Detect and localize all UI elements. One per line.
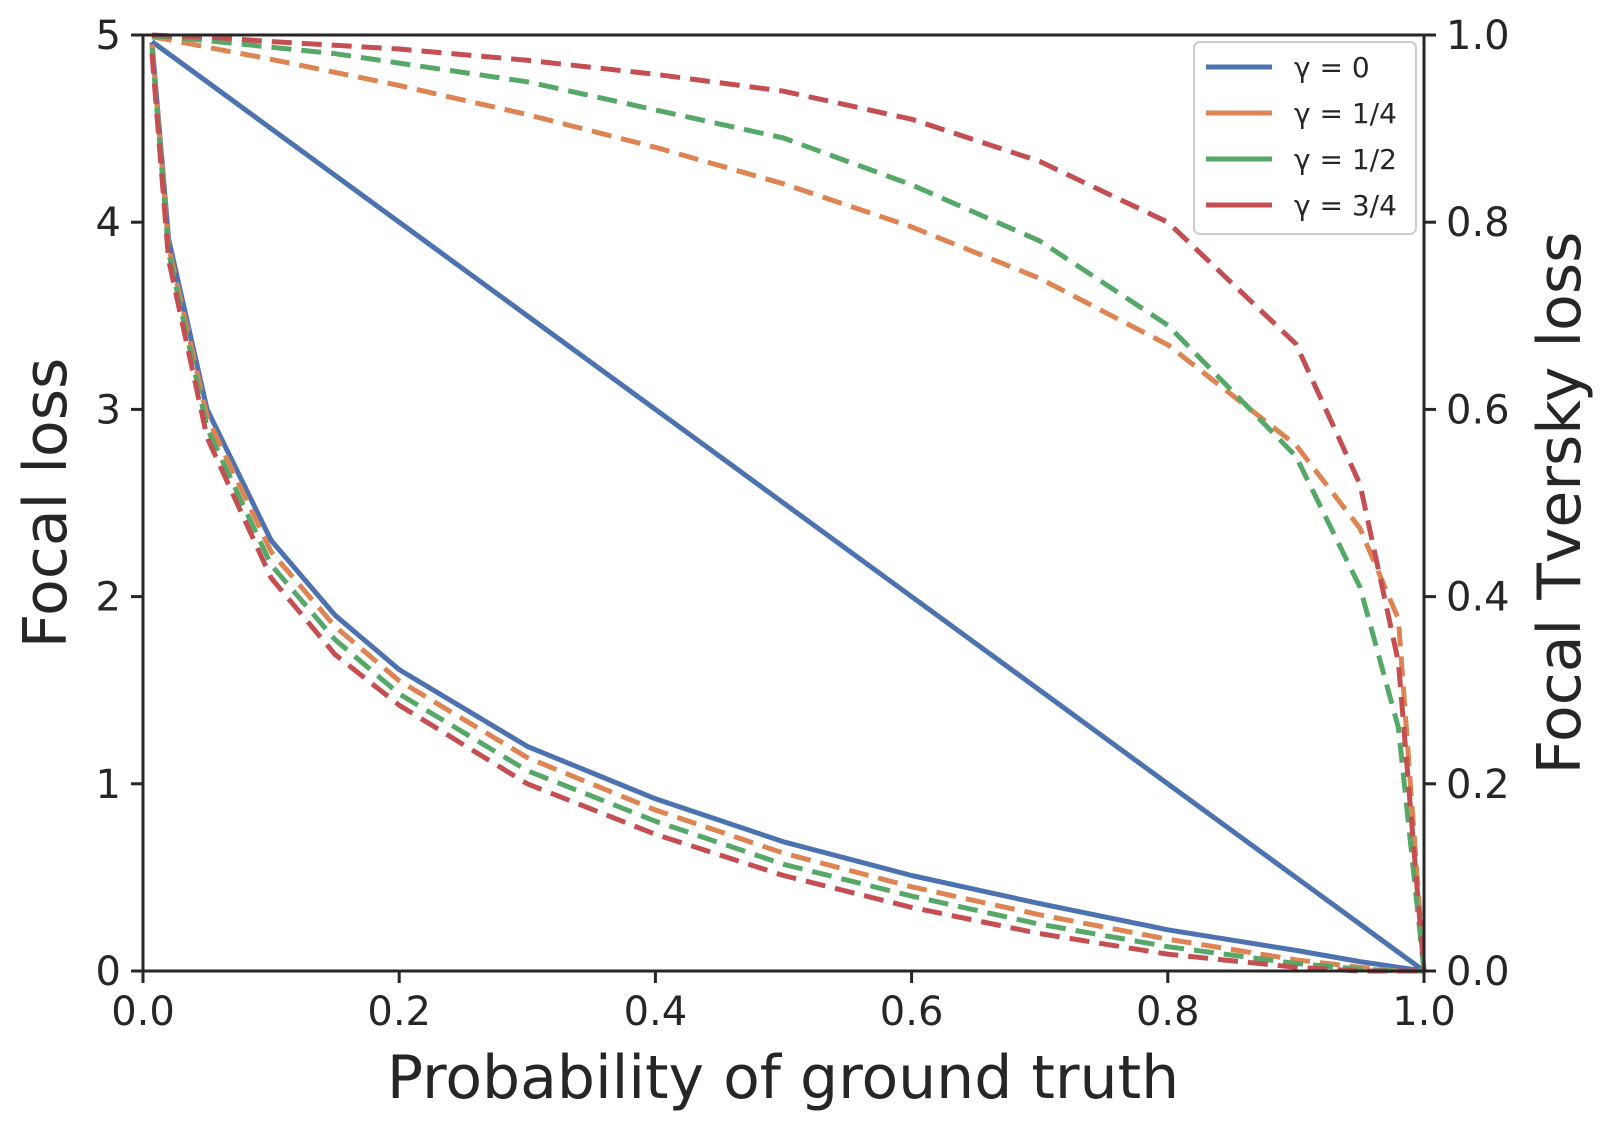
x-tick-label: 0.0 [111,989,175,1035]
legend-label-2: γ = 1/2 [1294,143,1397,176]
focal-tversky-line-3 [151,32,1427,972]
y-left-tick-label: 1 [96,762,121,808]
x-tick-label: 0.8 [1136,989,1200,1035]
x-axis-title: Probability of ground truth [387,1043,1179,1113]
y-left-tick-label: 3 [96,387,121,433]
y-right-tick-label: 0.6 [1446,387,1510,433]
x-tick-label: 1.0 [1392,989,1456,1035]
plot-frame [141,33,1426,973]
y-right-tick-label: 0.2 [1446,762,1510,808]
x-tick-label: 0.6 [880,989,944,1035]
legend-frame [1193,41,1417,235]
focal-tversky-line-2 [151,33,1427,972]
axis-ticks: 0.0 0.2 0.4 0.6 0.8 1.0 0 1 2 3 4 5 0.0 0.2 0.4 0.6 0.8 1… [96,13,1510,1035]
y-left-tick-label: 2 [96,575,121,621]
y-right-tick-label: 0.4 [1446,575,1510,621]
legend-label-3: γ = 3/4 [1294,189,1397,222]
x-tick-label: 0.4 [624,989,688,1035]
x-tick-label: 0.2 [367,989,431,1035]
y-left-tick-label: 5 [96,13,121,59]
focal-tversky-line-1 [151,34,1427,972]
legend-label-1: γ = 1/4 [1294,97,1397,130]
y-left-tick-label: 0 [96,949,121,995]
y-left-tick-label: 4 [96,200,121,246]
y-right-tick-label: 0.8 [1446,200,1510,246]
focal-loss-line-2 [149,47,1424,974]
legend: γ = 0 γ = 1/4 γ = 1/2 γ = 3/4 [1193,41,1417,235]
y-right-tick-label: 0.0 [1446,949,1510,995]
y-left-axis-title: Focal loss [11,358,81,648]
y-right-tick-label: 1.0 [1446,13,1510,59]
series-lines [149,32,1427,974]
focal-loss-line-0 [149,42,1425,974]
focal-tversky-line-0 [150,39,1426,974]
legend-label-0: γ = 0 [1294,51,1370,84]
focal-loss-line-3 [149,53,1424,974]
focal-loss-line-1 [149,44,1424,974]
y-right-axis-title: Focal Tversky loss [1525,232,1595,775]
